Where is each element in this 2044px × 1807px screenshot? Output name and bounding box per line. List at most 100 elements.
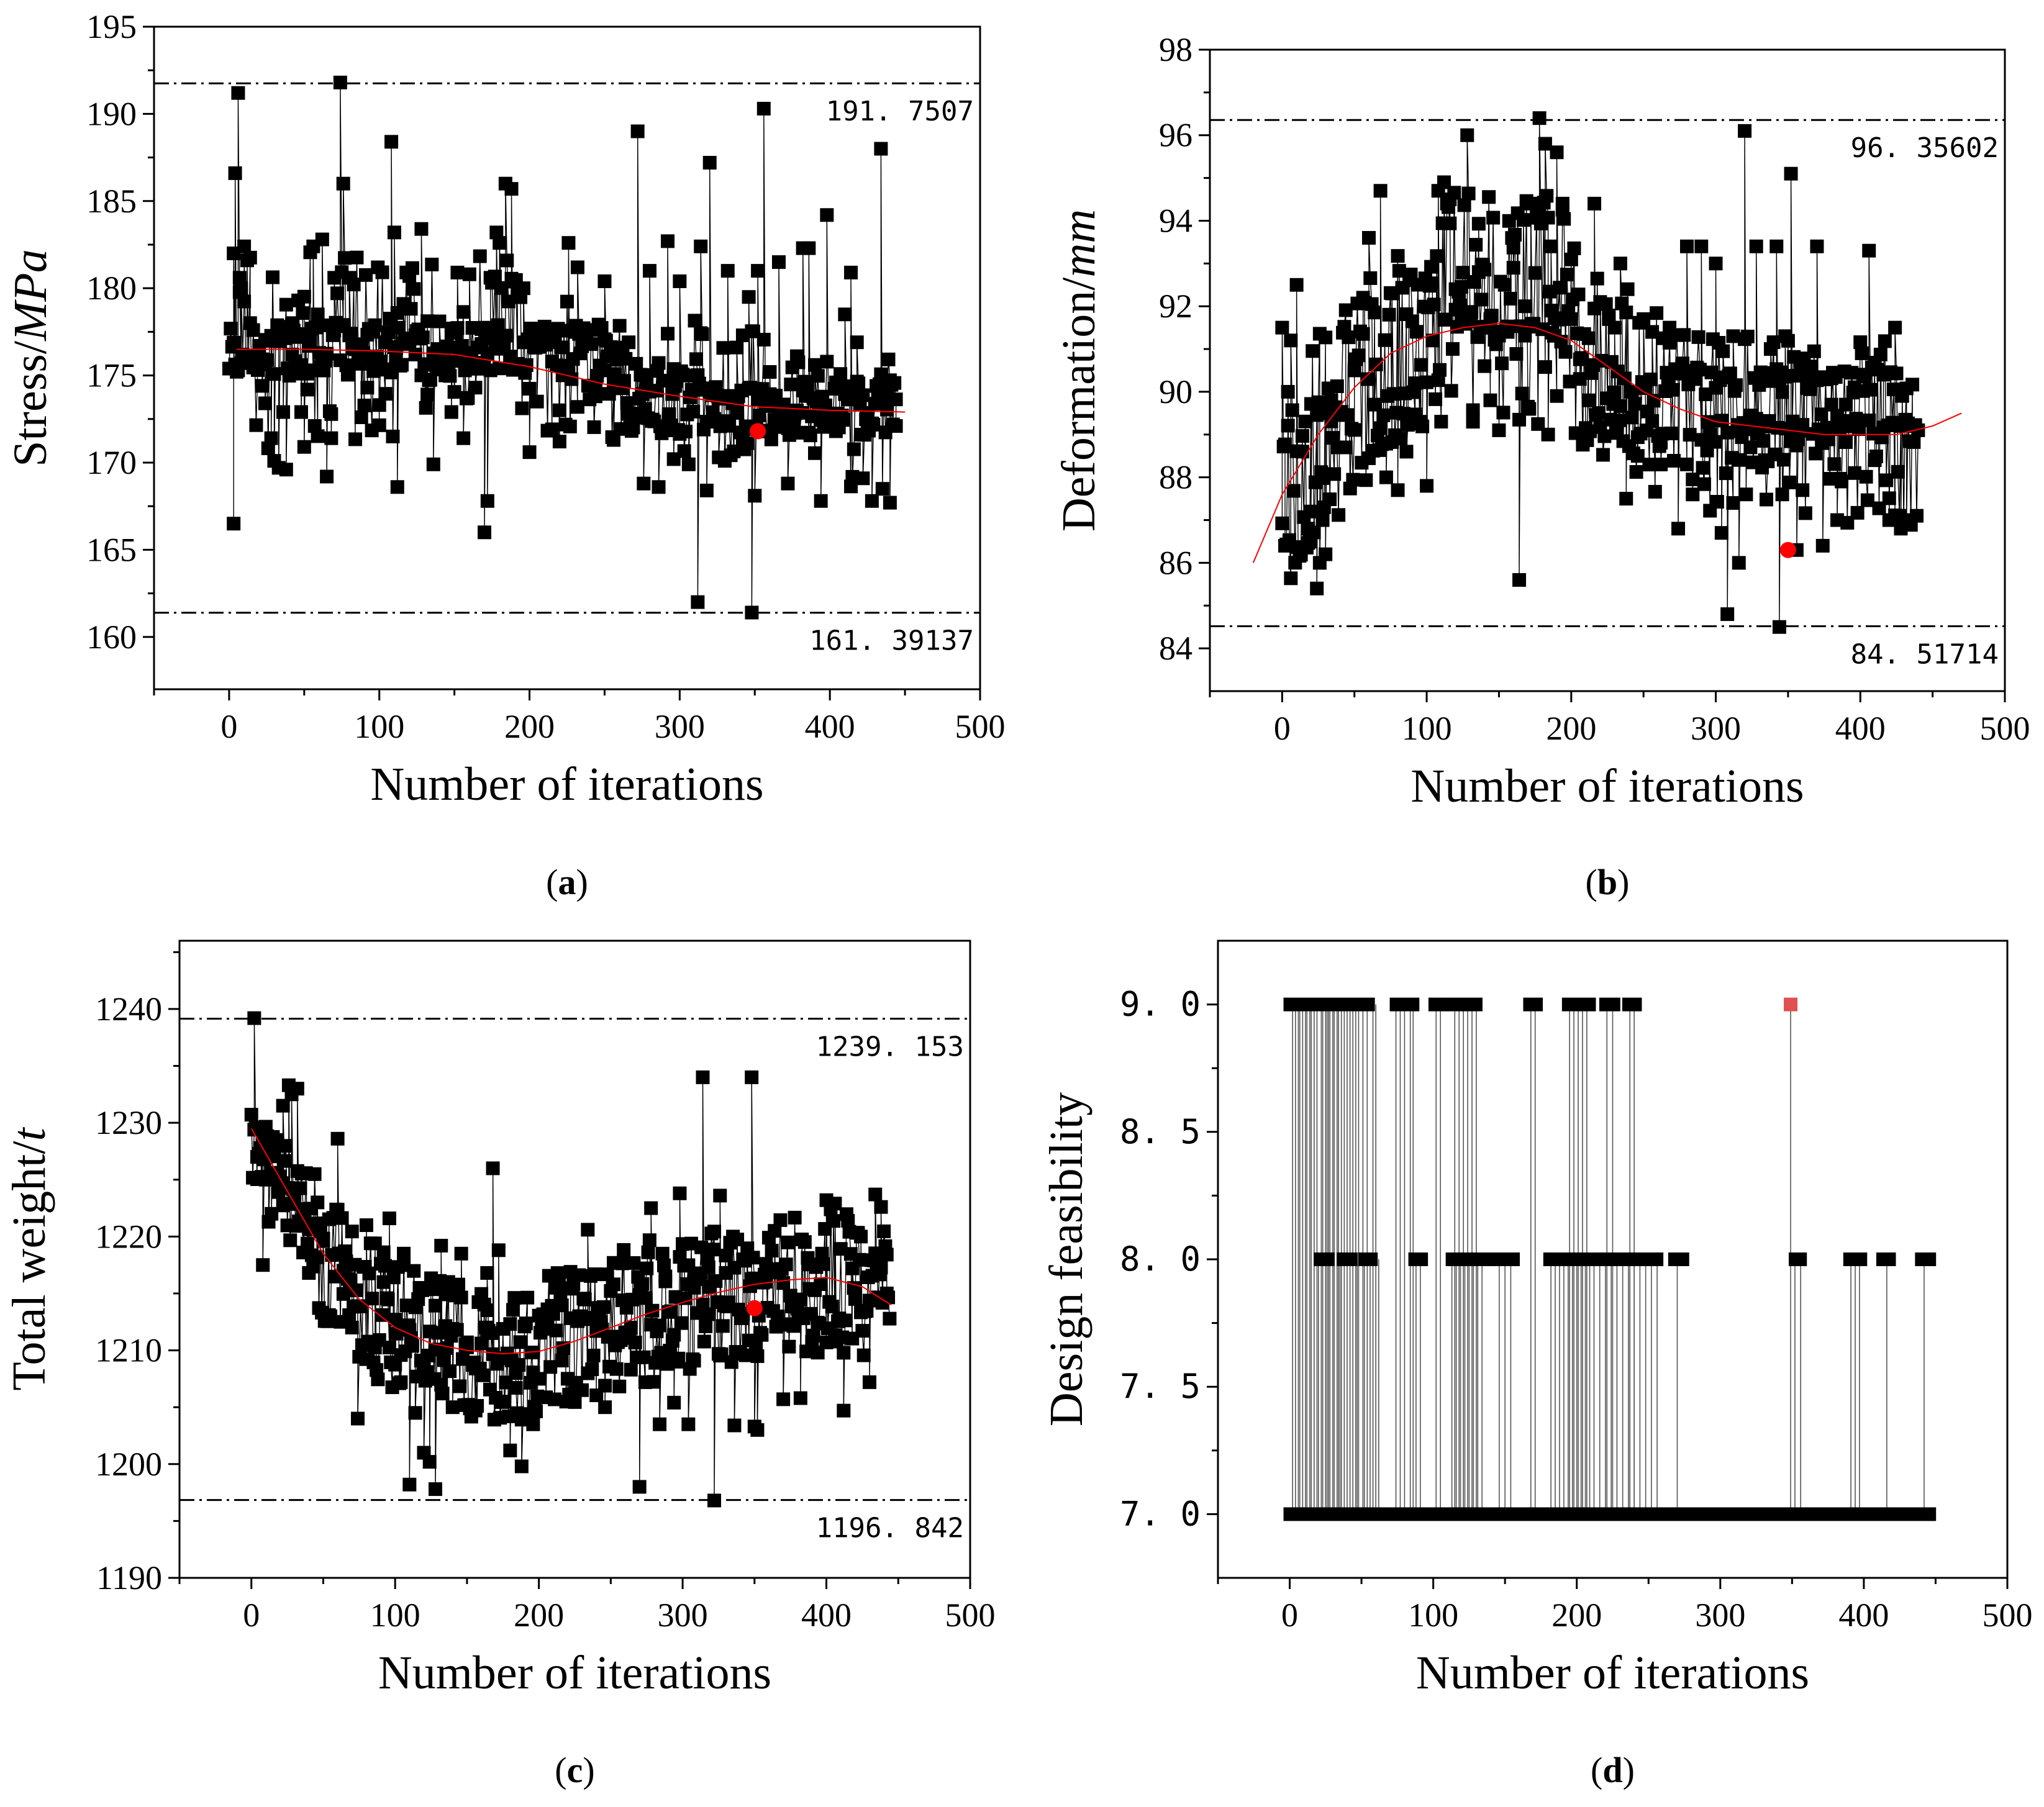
data-point [773,1213,788,1227]
data-point [1347,363,1361,378]
data-point [642,1233,656,1248]
level-8-points [1314,1252,1335,1266]
data-point [816,1257,830,1271]
data-point [357,398,371,412]
data-point [414,222,429,236]
data-point [1714,414,1728,428]
data-point [520,1290,535,1305]
data-point [1642,458,1656,472]
data-point [419,401,433,415]
data-point [852,1252,866,1267]
data-point [1620,282,1635,296]
data-point [279,463,293,477]
data-point [814,1277,828,1292]
data-point [384,135,399,149]
y-tick-label: 92 [1159,288,1192,325]
x-tick-label: 500 [955,708,1006,745]
data-point [348,432,363,446]
y-tick-label: 84 [1159,630,1192,667]
data-point [311,1250,325,1264]
data-point [1360,372,1374,386]
data-point [1862,243,1876,258]
data-point [1379,470,1393,484]
x-tick-label: 400 [805,708,855,745]
data-point [699,483,714,497]
level-8-points [1843,1252,1868,1266]
data-point [837,1403,851,1418]
fit-curve [237,348,906,413]
data-point [1766,335,1781,350]
data-point [875,482,889,496]
data-point [848,1292,862,1306]
data-point [351,1411,365,1426]
data-point [645,1303,660,1318]
data-point [266,270,280,284]
panel-a: 0 100 200 300 400 500 160 165 170 175 180 185 190 195… [4,8,1006,902]
plot-frame [178,940,971,1579]
data-point [727,1418,742,1433]
data-point [868,1187,883,1202]
data-point [343,327,358,341]
data-point [862,1375,876,1389]
data-point [1474,292,1489,307]
data-point [1368,306,1382,320]
data-point [354,410,368,424]
data-point [489,225,504,240]
data-point [450,321,465,335]
data-point [297,440,311,454]
data-point [228,166,242,180]
data-point [730,405,744,420]
y-tick-label: 1190 [96,1559,162,1596]
y-tick-label: 1220 [95,1218,162,1255]
data-point [681,1417,696,1431]
data-point [784,378,798,392]
data-point [440,1341,454,1355]
data-point [381,325,396,340]
data-point [635,1277,650,1291]
data-point [554,340,568,355]
data-point [1346,473,1360,487]
data-point [1882,491,1896,505]
data-point [701,1260,715,1274]
data-point [243,250,257,265]
data-point [362,1266,376,1280]
data-point [1860,493,1874,507]
data-point [407,1264,421,1278]
data-point [612,319,627,333]
data-point [1351,348,1366,363]
data-point [340,368,355,382]
y-tick-label: 98 [1159,31,1192,68]
data-point [493,236,507,250]
data-point [1769,239,1784,253]
data-point [530,394,544,409]
x-tick-label: 100 [370,1596,420,1634]
data-point [1278,437,1292,451]
y-tick-label: 94 [1159,202,1192,239]
data-point [440,339,454,353]
data-point [1415,419,1430,433]
y-tick-label: 165 [86,531,137,568]
data-point [1619,492,1633,506]
data-point [756,332,771,346]
data-point [874,142,888,156]
data-point [1437,175,1451,189]
data-point [512,1358,526,1372]
level-8-points [1915,1252,1937,1266]
data-point [279,297,293,312]
y-axis-title: Stress/MPa [4,249,57,466]
data-point [405,1339,419,1353]
data-point [1697,477,1711,491]
data-point [256,1258,270,1272]
data-point [707,1225,722,1239]
data-point [548,1392,562,1406]
data-point [1509,347,1524,361]
data-point [1564,252,1578,266]
data-point [689,352,703,366]
data-point [404,302,418,316]
data-point [715,1319,730,1333]
data-point [515,401,529,415]
data-point [444,405,458,419]
data-point [856,388,870,402]
data-point [336,1287,350,1301]
